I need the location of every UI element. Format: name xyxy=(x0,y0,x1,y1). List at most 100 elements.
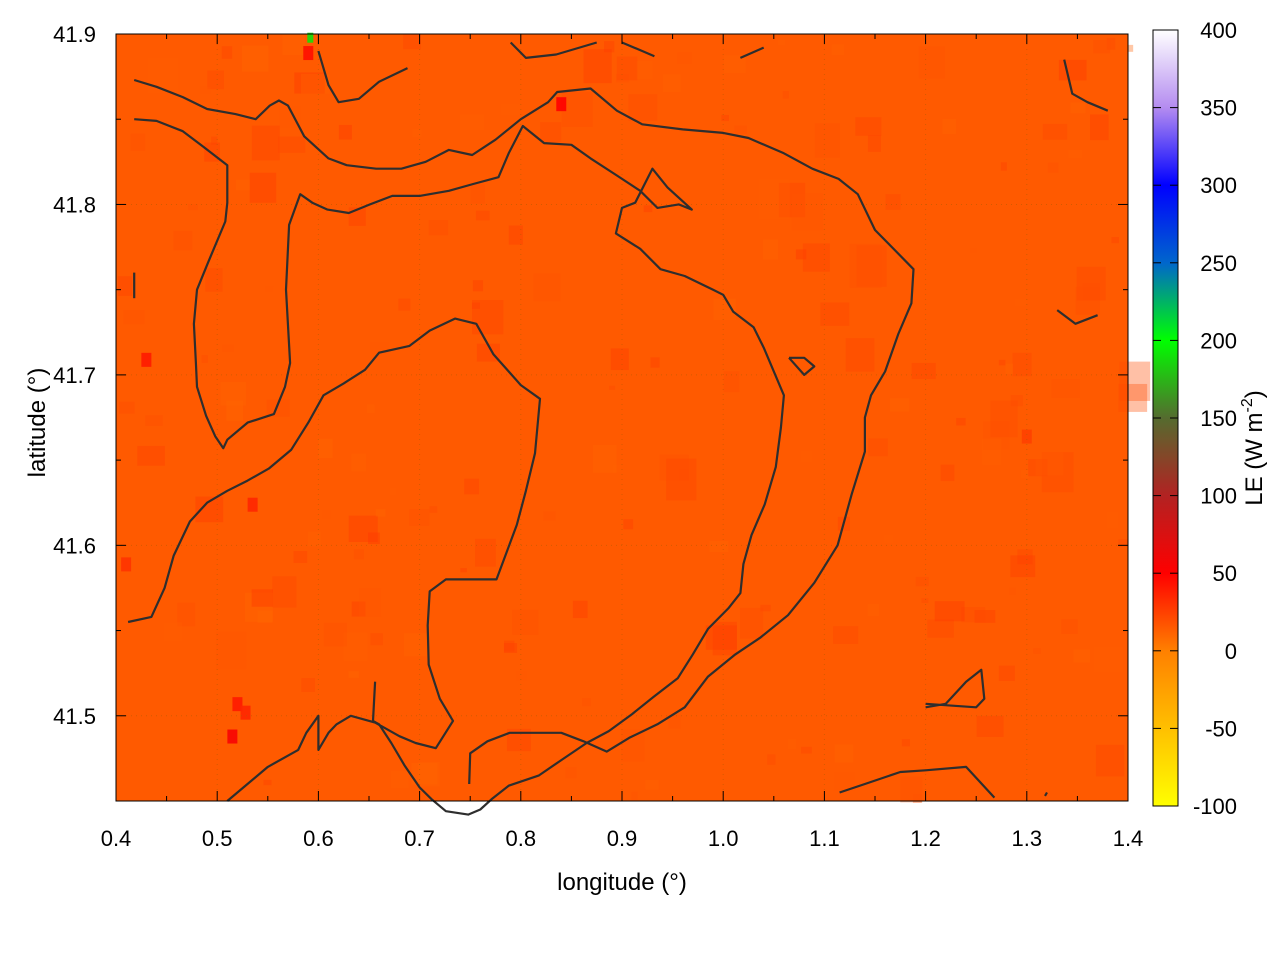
grid-lines xyxy=(116,34,1128,801)
heatmap-cell xyxy=(1028,459,1048,477)
heatmap-cell xyxy=(901,739,911,747)
heatmap-cell xyxy=(322,509,332,519)
heatmap-cell xyxy=(343,632,368,661)
heatmap-cell xyxy=(1111,237,1119,244)
heatmap-cell xyxy=(650,357,660,368)
heatmap-cell xyxy=(1051,379,1081,399)
heatmap-cell xyxy=(940,464,955,482)
heatmap-cell xyxy=(403,633,427,657)
heatmap-cell xyxy=(998,359,1006,366)
y-tick-label: 41.9 xyxy=(53,22,96,47)
heatmap-cell xyxy=(868,438,888,457)
heatmap-hotspot xyxy=(141,352,152,367)
heatmap-cell xyxy=(734,125,747,134)
heatmap-cell xyxy=(643,205,653,213)
heatmap-cell xyxy=(391,770,409,788)
contour-line xyxy=(1044,791,1048,797)
heatmap-cell xyxy=(412,128,422,138)
colorbar-tick-label: 150 xyxy=(1200,406,1237,431)
heatmap-cell xyxy=(616,56,638,81)
contour-line xyxy=(127,317,542,802)
y-axis-label: latitude (°) xyxy=(24,368,51,478)
heatmap-cell xyxy=(504,640,515,652)
heatmap-cell xyxy=(351,453,366,472)
x-tick-label: 1.2 xyxy=(910,826,941,851)
heatmap-cell xyxy=(512,609,539,635)
heatmap-cell xyxy=(723,371,740,393)
heatmap-cell xyxy=(921,598,929,604)
heatmap-cell xyxy=(964,379,982,394)
heatmap-cell xyxy=(620,729,645,762)
x-tick-label: 0.6 xyxy=(303,826,334,851)
heatmap-cell xyxy=(403,34,421,50)
x-axis-label: longitude (°) xyxy=(557,869,687,896)
heatmap-cell xyxy=(934,601,965,622)
heatmap-cell xyxy=(1090,114,1109,141)
heatmap-cell xyxy=(820,302,850,326)
heatmap-cell xyxy=(173,230,193,251)
colorbar-label-close: ) xyxy=(1241,390,1268,398)
heatmap-cell xyxy=(338,124,352,140)
heatmap-cell xyxy=(1000,162,1007,171)
heatmap-cell xyxy=(1082,283,1101,300)
heatmap-cell xyxy=(668,714,681,729)
heatmap-cell xyxy=(1106,511,1119,529)
heatmap-cell xyxy=(974,610,996,623)
heatmap-cell xyxy=(460,114,484,131)
contour-line xyxy=(134,118,786,816)
heatmap-cell xyxy=(221,46,233,59)
heatmap-cell xyxy=(1041,452,1074,493)
heatmap-cell xyxy=(514,560,540,595)
heatmap-cell xyxy=(856,245,887,287)
heatmap-cell xyxy=(645,779,659,790)
heatmap-cell xyxy=(211,136,218,145)
colorbar-tick-label: -50 xyxy=(1205,716,1237,741)
heatmap-cell xyxy=(1118,383,1148,412)
heatmap-cell xyxy=(220,381,247,406)
heatmap-cell xyxy=(244,592,273,622)
heatmap-cell xyxy=(721,114,730,122)
heatmap-cell xyxy=(705,625,737,650)
heatmap-cell xyxy=(411,762,438,785)
heatmap-cell xyxy=(516,670,527,681)
heatmap-cell xyxy=(293,550,308,563)
heatmap-cell xyxy=(1058,59,1087,81)
colorbar-tick-label: 50 xyxy=(1213,561,1237,586)
colorbar-tick-label: 300 xyxy=(1200,173,1237,198)
heatmap-cell xyxy=(369,342,389,355)
heatmap-cell xyxy=(475,210,490,221)
heatmap-cell xyxy=(119,401,135,414)
heatmap-cell xyxy=(353,549,365,560)
contour-line xyxy=(739,46,765,59)
heatmap-cell xyxy=(145,415,163,426)
heatmap-cell xyxy=(1106,37,1116,50)
x-tick-label: 0.7 xyxy=(404,826,435,851)
heatmap-cell xyxy=(849,243,882,288)
heatmap-cell xyxy=(831,44,845,55)
heatmap-cell xyxy=(782,91,789,99)
heatmap-cell xyxy=(1119,361,1151,401)
heatmap-cell xyxy=(867,603,880,617)
x-tick-label: 0.9 xyxy=(607,826,638,851)
heatmap-cell xyxy=(216,631,247,670)
heatmap-cell xyxy=(787,738,797,750)
heatmap-cell xyxy=(261,220,281,246)
heatmap-hotspot xyxy=(307,32,314,43)
heatmap-cell xyxy=(942,119,957,135)
heatmap-cell xyxy=(257,610,273,623)
heatmap-cell xyxy=(982,438,1002,465)
heatmap-cell xyxy=(1042,123,1068,140)
heatmap-cell xyxy=(778,182,806,218)
heatmap-cell xyxy=(476,343,500,362)
heatmap-cell xyxy=(834,744,854,763)
heatmap-cell xyxy=(912,794,922,803)
heatmap-cell xyxy=(471,302,480,309)
heatmap-cell xyxy=(1070,102,1086,114)
heatmap-cell xyxy=(137,445,165,466)
heatmap-cell xyxy=(242,642,272,661)
heatmap-cell xyxy=(506,728,531,752)
heatmap-cell xyxy=(474,538,496,567)
heatmap-cell xyxy=(918,46,945,79)
heatmap-cell xyxy=(351,601,366,617)
